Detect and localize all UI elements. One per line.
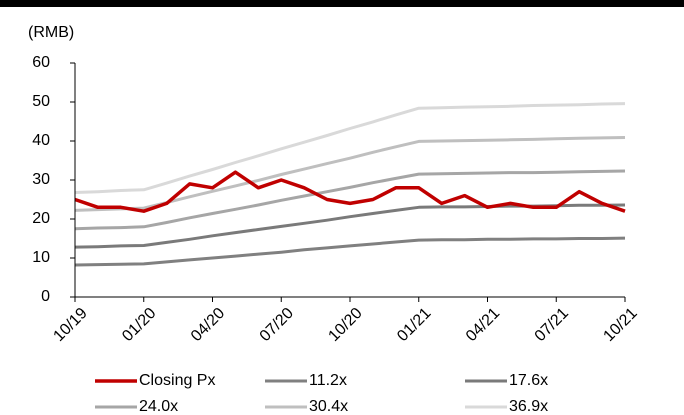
x-tick-label: 10/20 bbox=[325, 305, 365, 345]
y-axis-label: (RMB) bbox=[28, 24, 74, 41]
y-tick-label: 0 bbox=[41, 288, 50, 305]
legend-label: 17.6x bbox=[509, 372, 548, 389]
y-tick-label: 40 bbox=[32, 132, 50, 149]
x-tick-label: 07/20 bbox=[257, 305, 297, 345]
x-tick-label: 07/21 bbox=[532, 305, 572, 345]
x-tick-label: 01/20 bbox=[119, 305, 159, 345]
series-line bbox=[74, 170, 626, 213]
legend-label: 24.0x bbox=[139, 398, 178, 415]
x-tick-label: 10/21 bbox=[600, 305, 640, 345]
legend-label: 11.2x bbox=[309, 372, 347, 389]
y-tick-label: 20 bbox=[32, 210, 50, 227]
series-line bbox=[74, 136, 626, 212]
x-tick-label: 04/21 bbox=[463, 305, 503, 345]
y-tick-label: 60 bbox=[32, 54, 50, 71]
legend-label: 30.4x bbox=[309, 398, 348, 415]
y-tick-label: 10 bbox=[32, 249, 50, 266]
x-tick-label: 01/21 bbox=[394, 305, 434, 345]
top-rule bbox=[0, 0, 684, 7]
x-tick-label: 04/20 bbox=[188, 305, 228, 345]
x-tick-label: 10/19 bbox=[50, 305, 90, 345]
y-tick-label: 50 bbox=[32, 93, 50, 110]
series-line bbox=[74, 169, 626, 231]
series-line bbox=[74, 203, 626, 249]
y-tick-label: 30 bbox=[32, 171, 50, 188]
series-line bbox=[74, 102, 626, 194]
legend-label: 36.9x bbox=[509, 398, 548, 415]
series-line bbox=[74, 236, 626, 267]
legend-label: Closing Px bbox=[139, 372, 215, 389]
